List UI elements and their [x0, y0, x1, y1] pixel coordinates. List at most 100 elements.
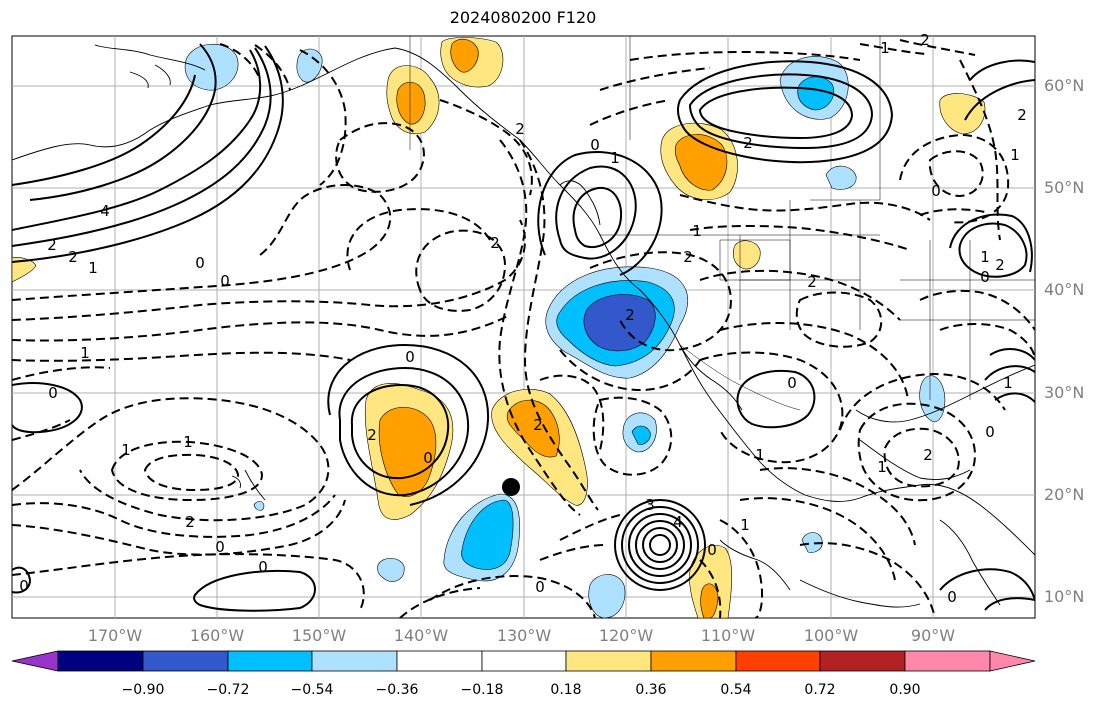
lat-label: 60°N [1044, 76, 1085, 95]
shade-southwest-negative-core [583, 294, 656, 352]
colorbar-tick-label: 0.90 [889, 682, 921, 698]
contour-label: 1 [740, 516, 750, 534]
contour-label: 0 [931, 182, 941, 200]
shade-pacific-positive-core [378, 407, 437, 497]
lon-label: 150°W [291, 626, 347, 645]
colorbar [11, 650, 1036, 672]
shade-subtropical-positive-core [506, 399, 560, 458]
contour-label: 0 [195, 254, 205, 272]
shade-small-positive-3 [12, 257, 37, 283]
shade-north-positive-core [450, 38, 479, 73]
contour-label: 0 [535, 578, 545, 596]
colorbar-extend-left [11, 650, 59, 672]
colorbar-tick-label: 0.54 [720, 682, 752, 698]
shade-pacific-negative-core [461, 499, 514, 570]
colorbar-segment [481, 650, 567, 672]
contour-label: 0 [258, 558, 268, 576]
contour-label: 2 [995, 256, 1005, 274]
contour-label: 1 [692, 222, 702, 240]
colorbar-tick-label: 0.36 [635, 682, 667, 698]
contour-label: 2 [807, 273, 817, 291]
shade-small-negative-2 [588, 574, 626, 618]
contour-label: 2 [1017, 106, 1027, 124]
contour-label: 3 [645, 496, 655, 514]
contour-label: 2 [683, 248, 693, 266]
contour-label: 1 [1003, 374, 1013, 392]
colorbar-segment [650, 650, 737, 672]
contour-label: 2 [920, 31, 930, 49]
lat-label: 40°N [1044, 280, 1085, 299]
contour-label: 4 [673, 513, 683, 531]
lat-label: 50°N [1044, 178, 1085, 197]
contour-label: 0 [405, 348, 415, 366]
shade-canada-negative-core [797, 76, 835, 111]
solid-contours [12, 43, 1035, 612]
contour-label: 1 [183, 433, 193, 451]
colorbar-tick-label: −0.90 [121, 682, 165, 698]
dashed-contours [12, 39, 1035, 618]
contour-label: 1 [1010, 146, 1020, 164]
shade-small-negative-1 [377, 558, 405, 582]
contour-label: 1 [877, 458, 887, 476]
shade-alaska-negative-small [296, 48, 323, 83]
contour-label: 2 [490, 234, 500, 252]
colorbar-segment [142, 650, 229, 672]
contour-label: 1 [880, 39, 890, 57]
contour-label: 1 [755, 446, 765, 464]
shade-mexico-positive-core [700, 583, 719, 618]
contour-label: 0 [590, 136, 600, 154]
lon-label: 130°W [496, 626, 552, 645]
contour-label: 1 [610, 149, 620, 167]
shade-gulf-alaska-positive-core [396, 81, 426, 125]
contour-label: 2 [47, 236, 57, 254]
colorbar-tick-label: −0.36 [375, 682, 419, 698]
contour-label: 0 [220, 272, 230, 290]
lon-label: 170°W [87, 626, 143, 645]
colorbar-tick-label: −0.54 [290, 682, 334, 698]
shade-small-negative-4 [801, 532, 823, 553]
contour-label: 1 [980, 248, 990, 266]
colorbar-segment [565, 650, 652, 672]
lat-label: 20°N [1044, 485, 1085, 504]
contour-label: 1 [121, 441, 131, 459]
colorbar-tick-label: 0.18 [550, 682, 582, 698]
contour-label: 2 [625, 306, 635, 324]
colorbar-tick-label: −0.72 [206, 682, 250, 698]
colorbar-tick-label: −0.18 [460, 682, 504, 698]
lat-label: 10°N [1044, 587, 1085, 606]
contour-label: 0 [48, 384, 58, 402]
contour-label: 1 [88, 259, 98, 277]
colorbar-segment [311, 650, 398, 672]
contour-label: 2 [923, 446, 933, 464]
shaded-regions [12, 37, 986, 618]
colorbar-segment [227, 650, 313, 672]
colorbar-segment [904, 650, 991, 672]
political-borders [409, 36, 1035, 411]
colorbar-tick-label: 0.72 [804, 682, 836, 698]
colorbar-segment [735, 650, 821, 672]
shade-small-negative-5 [253, 501, 265, 511]
lon-label: 90°W [910, 626, 956, 645]
contour-label: 2 [533, 416, 543, 434]
shade-small-positive-1 [732, 240, 761, 270]
shade-small-positive-2 [939, 93, 986, 135]
contour-label: 0 [707, 541, 717, 559]
contour-label: 2 [185, 513, 195, 531]
contour-label: 2 [743, 134, 753, 152]
colorbar-segment [819, 650, 906, 672]
contour-label: 0 [215, 538, 225, 556]
lat-label: 30°N [1044, 383, 1085, 402]
contour-label: 1 [80, 344, 90, 362]
contour-label: 0 [947, 588, 957, 606]
chart-title: 2024080200 F120 [449, 8, 597, 27]
contour-label: 2 [367, 426, 377, 444]
contour-label: 0 [985, 423, 995, 441]
lon-label: 110°W [700, 626, 756, 645]
contour-label-group: 1 2 4 2 2 1 0 0 1 2 0 2 1 2 0 1 2 2 0 1 … [19, 31, 1027, 606]
colorbar-extend-right [989, 650, 1036, 672]
lon-label: 160°W [189, 626, 245, 645]
contour-label: 0 [787, 374, 797, 392]
contour-label: 0 [19, 577, 29, 595]
contour-label: 4 [100, 202, 110, 220]
